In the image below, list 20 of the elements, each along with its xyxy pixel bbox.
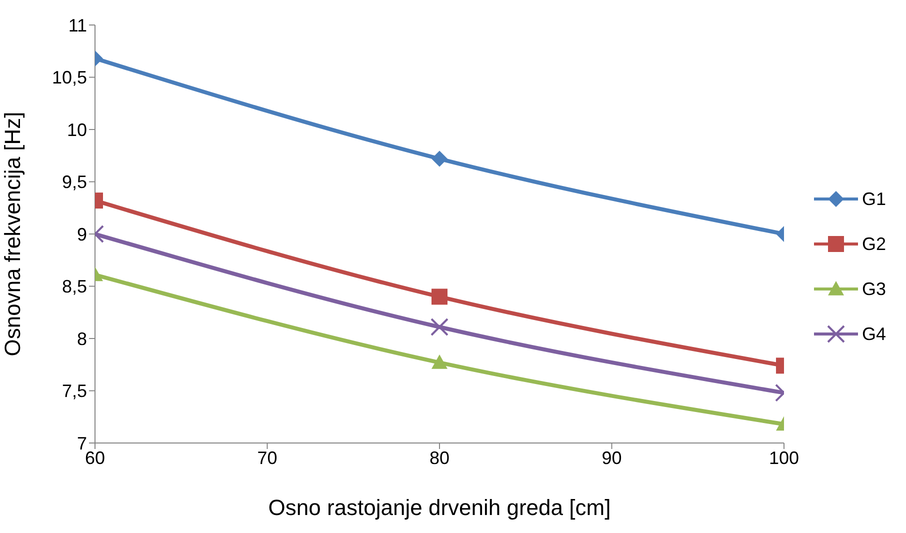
legend-label: G1 bbox=[862, 188, 886, 210]
y-tick-label: 7,5 bbox=[62, 381, 87, 402]
y-axis-title: Osnovna frekvencija [Hz] bbox=[0, 112, 25, 356]
y-tick-label: 9 bbox=[76, 224, 87, 244]
y-tick-label: 10 bbox=[66, 120, 87, 140]
y-tick-label: 7 bbox=[76, 433, 87, 454]
y-tick-label: 11 bbox=[68, 15, 87, 36]
legend-label: G4 bbox=[862, 324, 886, 344]
y-tick-label: 10,5 bbox=[52, 68, 87, 88]
x-tick-label: 80 bbox=[429, 448, 450, 468]
legend-label: G2 bbox=[862, 234, 886, 254]
x-tick-label: 60 bbox=[84, 448, 106, 468]
y-tick-label: 8 bbox=[76, 328, 87, 349]
y-tick-label: 8,5 bbox=[62, 276, 87, 297]
x-tick-label: 70 bbox=[257, 448, 278, 468]
y-tick-label: 9,5 bbox=[62, 172, 87, 192]
x-axis-title: Osno rastojanje drvenih greda [cm] bbox=[268, 495, 611, 520]
x-tick-label: 90 bbox=[602, 448, 622, 468]
legend-label: G3 bbox=[862, 278, 886, 300]
x-tick-label: 100 bbox=[768, 448, 800, 468]
